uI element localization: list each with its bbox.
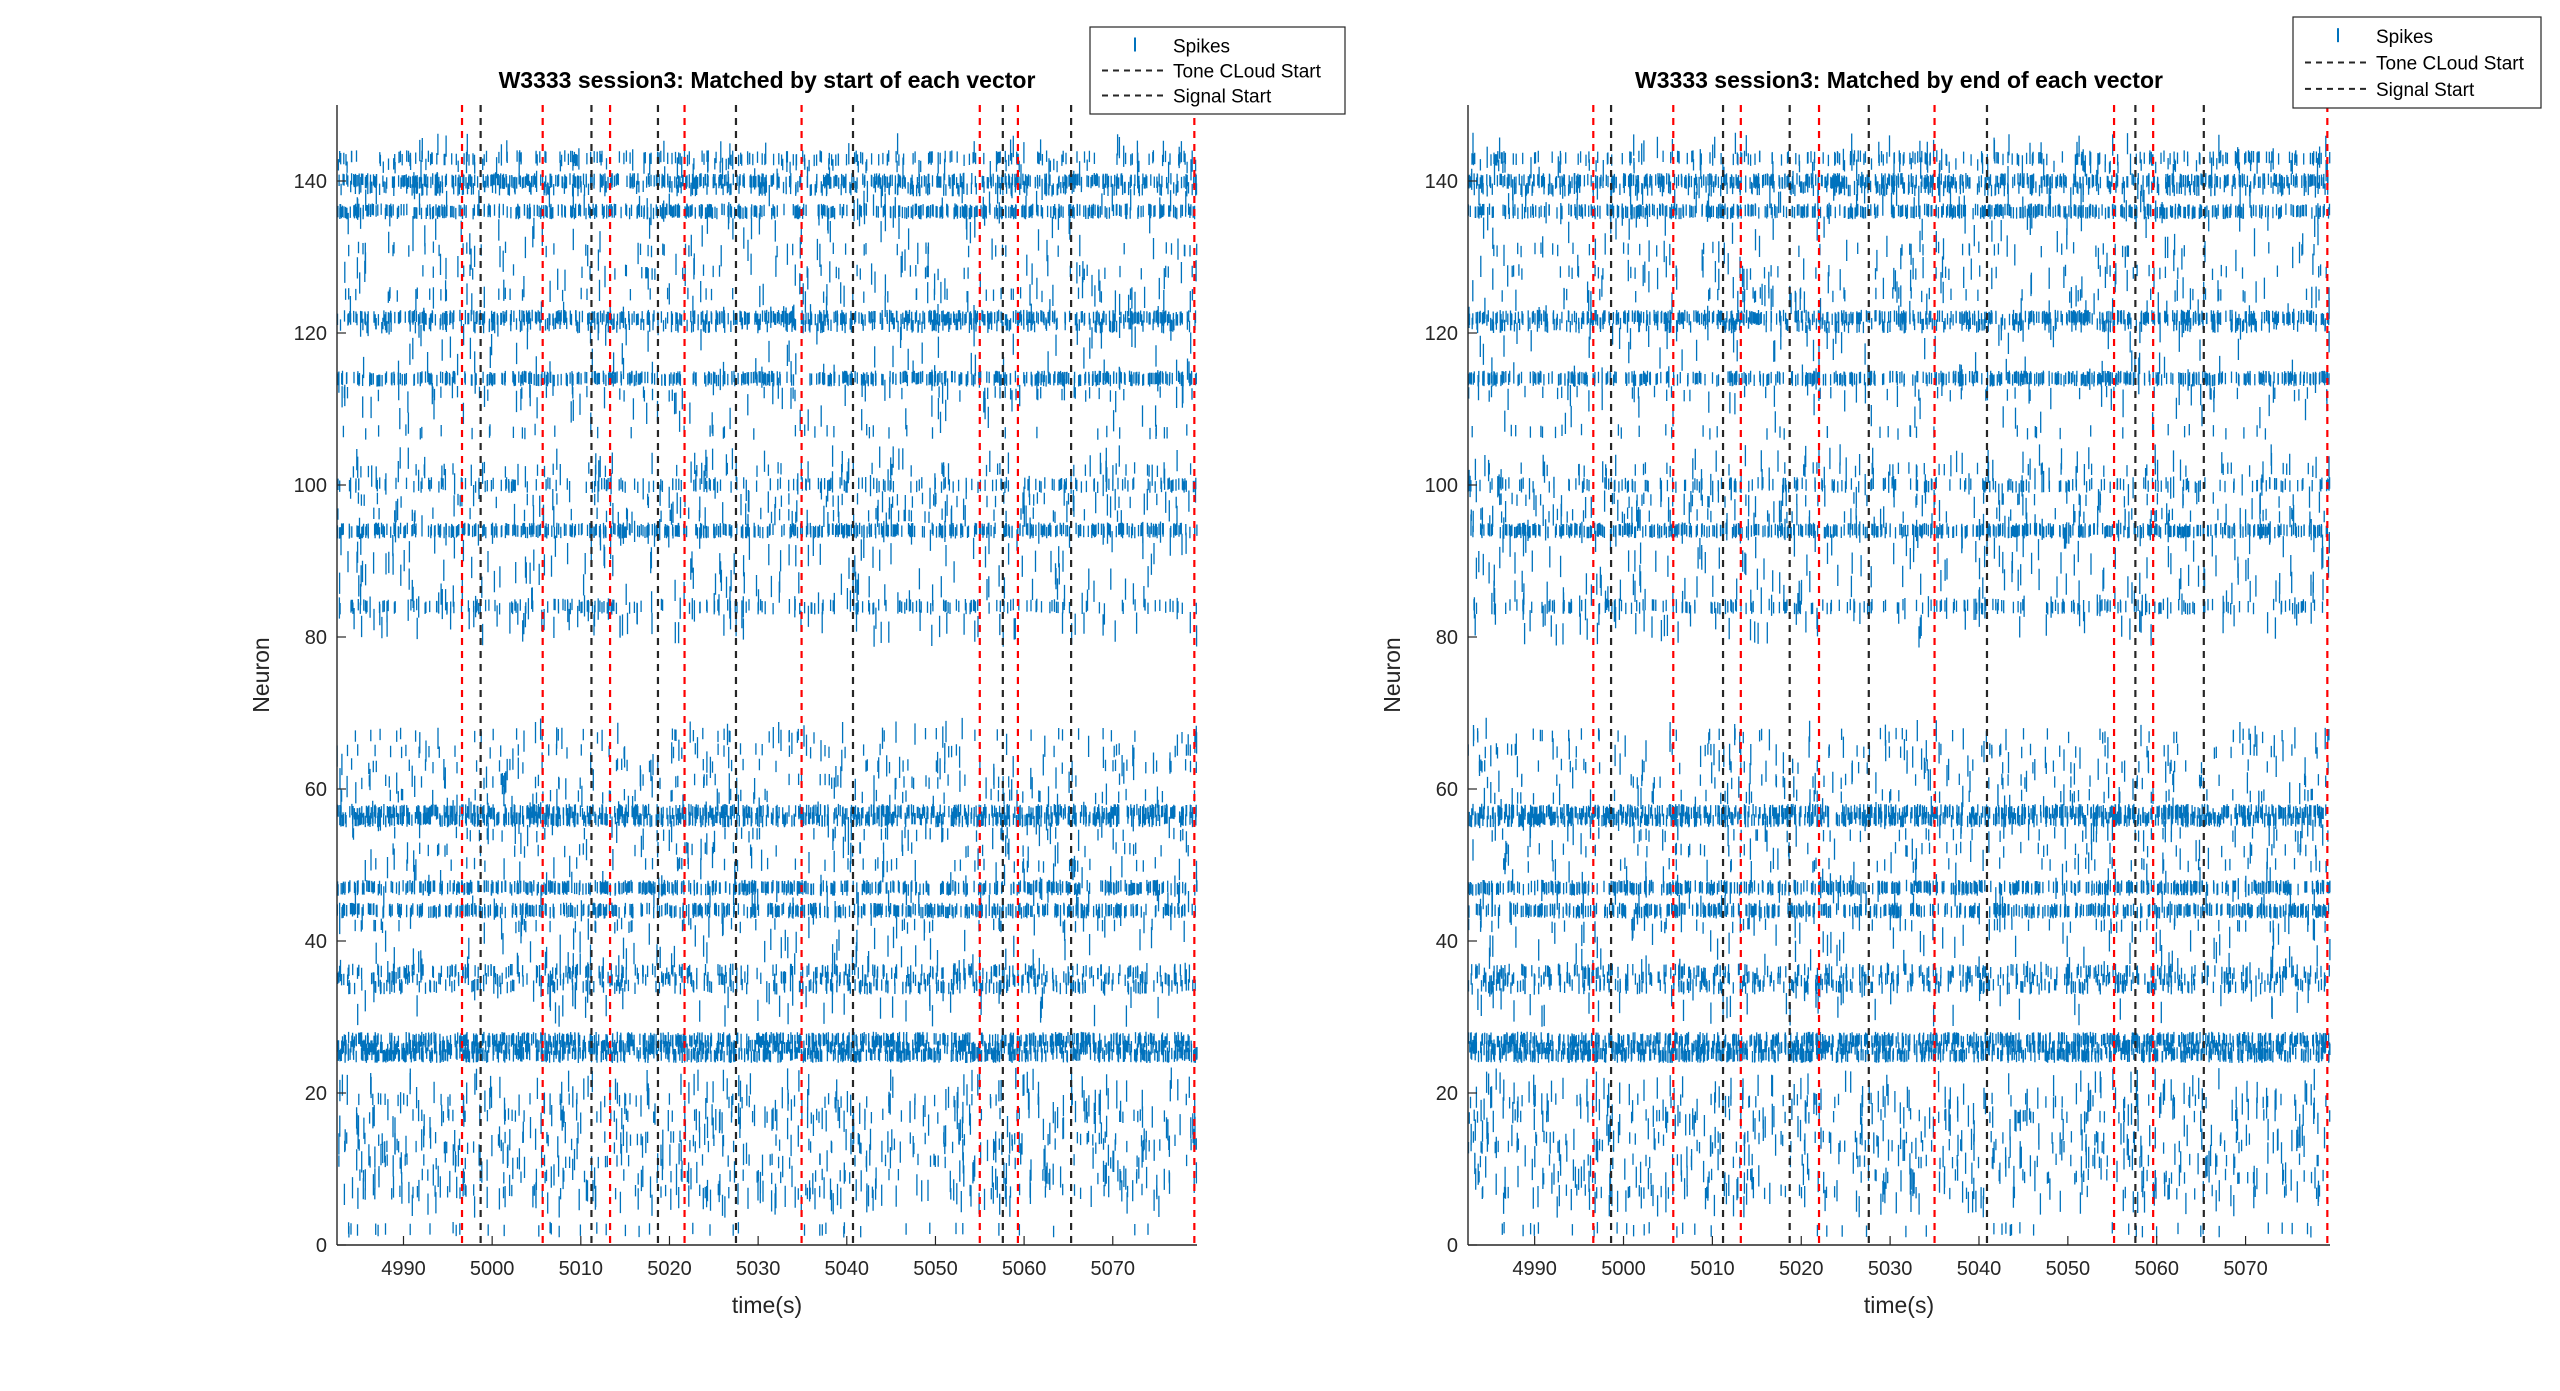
legend-entry-spikes: Spikes	[1173, 37, 1230, 58]
x-tick-label: 5020	[647, 1258, 692, 1280]
y-tick-label: 80	[305, 627, 327, 649]
legend-entry-signal-start: Signal Start	[2376, 80, 2475, 101]
x-tick-label: 4990	[1512, 1258, 1557, 1280]
x-tick-label: 5040	[825, 1258, 870, 1280]
y-tick-label: 100	[294, 475, 327, 497]
y-tick-label: 100	[1425, 475, 1458, 497]
legend-box	[2292, 16, 2542, 109]
right-raster-panel: 4990 5000 5010 5020 5030 5040 5050 5060 5070 0 20 4…	[1379, 16, 2542, 1318]
x-tick-label: 5040	[1957, 1258, 2002, 1280]
y-tick-label: 80	[1436, 627, 1458, 649]
x-tick-label: 5050	[2046, 1258, 2091, 1280]
chart-title: W3333 session3: Matched by end of each v…	[1635, 67, 2163, 93]
spike-raster	[1467, 132, 2331, 1238]
chart-title: W3333 session3: Matched by start of each…	[499, 67, 1036, 93]
y-tick-label: 140	[294, 171, 327, 193]
x-tick-label: 5060	[1002, 1258, 1047, 1280]
y-tick-label: 40	[1436, 931, 1458, 953]
legend-entry-signal-start: Signal Start	[1173, 87, 1272, 108]
x-tick-label: 5010	[559, 1258, 604, 1280]
x-tick-label: 5000	[470, 1258, 515, 1280]
y-tick-label: 0	[1447, 1235, 1458, 1257]
y-axis-label: Neuron	[248, 637, 274, 712]
left-raster-panel: 4990 5000 5010 5020 5030 5040 5050 5060 5070 0 20 4…	[248, 26, 1346, 1318]
y-tick-label: 120	[1425, 323, 1458, 345]
y-tick-label: 40	[305, 931, 327, 953]
x-tick-label: 5060	[2134, 1258, 2179, 1280]
y-tick-label: 60	[305, 779, 327, 801]
event-lines	[1592, 105, 2329, 1245]
x-tick-label: 5010	[1690, 1258, 1735, 1280]
x-tick-label: 5000	[1601, 1258, 1646, 1280]
legend: Spikes Tone CLoud Start Signal Start	[2292, 16, 2542, 109]
y-tick-label: 120	[294, 323, 327, 345]
y-tick-label: 60	[1436, 779, 1458, 801]
axes: 4990 5000 5010 5020 5030 5040 5050 5060 5070 0 20 4…	[294, 105, 1197, 1280]
legend-entry-tone-cloud-start: Tone CLoud Start	[2376, 54, 2525, 75]
spike-marks	[336, 133, 1198, 1238]
legend-box	[1089, 26, 1346, 115]
x-tick-label: 4990	[381, 1258, 426, 1280]
x-tick-label: 5020	[1779, 1258, 1824, 1280]
legend-entry-tone-cloud-start: Tone CLoud Start	[1173, 62, 1322, 83]
spike-raster	[336, 133, 1198, 1238]
x-axis-label: time(s)	[1864, 1292, 1934, 1318]
legend: Spikes Tone CLoud Start Signal Start	[1089, 26, 1346, 115]
y-tick-label: 20	[1436, 1083, 1458, 1105]
y-tick-label: 20	[305, 1083, 327, 1105]
x-tick-label: 5070	[2223, 1258, 2268, 1280]
x-tick-label: 5030	[736, 1258, 781, 1280]
x-tick-label: 5030	[1868, 1258, 1913, 1280]
x-axis-label: time(s)	[732, 1292, 802, 1318]
x-tick-label: 5070	[1091, 1258, 1136, 1280]
axes: 4990 5000 5010 5020 5030 5040 5050 5060 5070 0 20 4…	[1425, 105, 2330, 1280]
x-tick-label: 5050	[913, 1258, 958, 1280]
y-tick-label: 140	[1425, 171, 1458, 193]
spike-marks	[1467, 132, 2331, 1238]
y-axis-label: Neuron	[1379, 637, 1405, 712]
event-lines	[460, 105, 1196, 1245]
y-tick-label: 0	[316, 1235, 327, 1257]
legend-entry-spikes: Spikes	[2376, 27, 2433, 48]
